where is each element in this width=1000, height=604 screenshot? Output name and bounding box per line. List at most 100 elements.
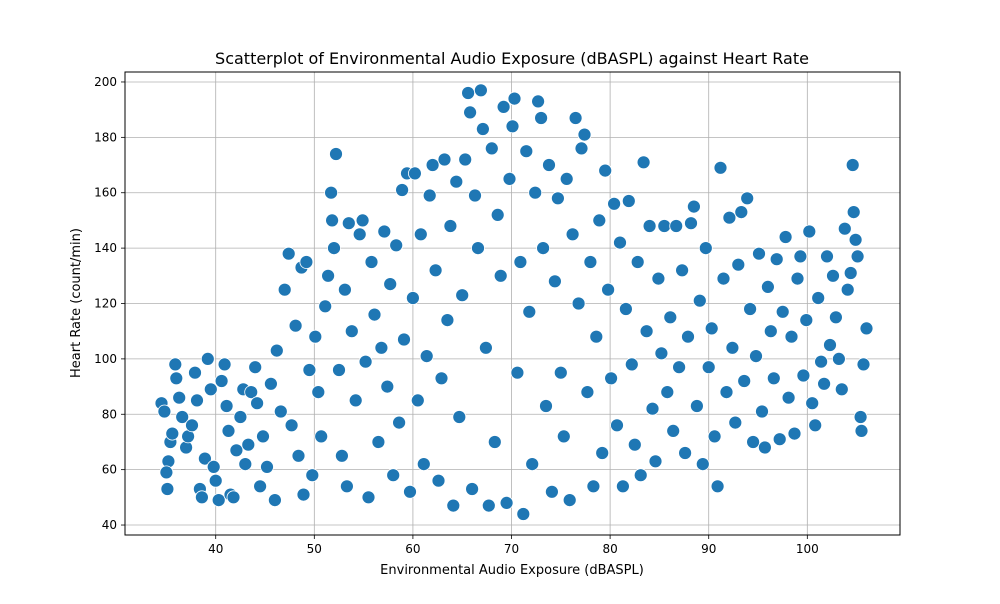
- scatter-point: [539, 399, 553, 413]
- scatter-point: [536, 241, 550, 256]
- scatter-point: [413, 227, 428, 242]
- scatter-point: [449, 174, 464, 189]
- y-tick-label: 180: [94, 130, 117, 144]
- scatter-point: [263, 376, 278, 391]
- scatter-point: [848, 232, 863, 247]
- scatter-point: [367, 307, 382, 322]
- scatter-point: [253, 479, 268, 494]
- scatter-point: [188, 365, 202, 380]
- scatter-point: [334, 448, 349, 463]
- scatter-point: [580, 385, 595, 400]
- scatter-point: [666, 423, 681, 438]
- scatter-point: [496, 100, 511, 114]
- scatter-point: [321, 268, 336, 283]
- scatter-point: [260, 459, 274, 474]
- x-tick-label: 100: [796, 542, 819, 556]
- scatter-point: [522, 304, 537, 319]
- scatter-point: [355, 213, 370, 228]
- scatter-point: [725, 340, 740, 355]
- scatter-point: [241, 437, 256, 452]
- x-tick-label: 70: [504, 542, 519, 556]
- scatter-point: [329, 147, 343, 161]
- scatter-point: [648, 454, 663, 469]
- scatter-point: [386, 468, 401, 483]
- scatter-point: [645, 401, 660, 416]
- scatter-point: [160, 482, 175, 496]
- scatter-point: [752, 246, 766, 261]
- scatter-point: [200, 351, 215, 366]
- scatter-point: [219, 399, 234, 413]
- scatter-point: [361, 490, 376, 505]
- y-tick-label: 80: [102, 407, 117, 421]
- scatter-point: [314, 429, 329, 444]
- scatter-point: [168, 357, 183, 372]
- scatter-point: [790, 271, 805, 286]
- scatter-point: [425, 158, 440, 172]
- scatter-point: [716, 271, 731, 286]
- scatter-point: [507, 91, 522, 106]
- scatter-point: [428, 263, 443, 278]
- scatter-point: [374, 340, 389, 355]
- y-tick-label: 140: [94, 241, 117, 255]
- scatter-point: [461, 86, 476, 100]
- scatter-point: [358, 354, 373, 369]
- scatter-point: [468, 188, 482, 203]
- scatter-point: [784, 329, 799, 344]
- y-axis-label: Heart Rate (count/min): [69, 228, 84, 378]
- scatter-point: [380, 379, 395, 394]
- scatter-point: [516, 507, 531, 521]
- scatter-point: [707, 429, 722, 444]
- scatter-point: [185, 418, 199, 433]
- scatter-point: [281, 246, 296, 261]
- scatter-point: [383, 277, 398, 292]
- scatter-point: [267, 493, 282, 508]
- scatter-point: [403, 484, 417, 499]
- y-tick-label: 160: [94, 186, 117, 200]
- points: [154, 83, 874, 521]
- x-tick-label: 50: [307, 542, 322, 556]
- scatter-point: [318, 299, 333, 314]
- y-tick-label: 200: [94, 75, 117, 89]
- scatter-point: [197, 451, 212, 466]
- scatter-point: [805, 396, 820, 411]
- scatter-point: [214, 374, 229, 388]
- scatter-point: [763, 324, 778, 339]
- scatter-point: [758, 440, 772, 455]
- scatter-point: [787, 426, 802, 441]
- scatter-point: [850, 249, 865, 264]
- scatter-point: [710, 479, 725, 494]
- scatter-point: [854, 423, 869, 438]
- scatter-point: [749, 349, 763, 364]
- scatter-point: [305, 468, 320, 483]
- scatter-point: [775, 304, 790, 319]
- scatter-point: [194, 490, 209, 505]
- scatter-point: [510, 365, 525, 380]
- scatter-point: [371, 435, 386, 449]
- scatter-point: [250, 396, 265, 411]
- scatter-point: [624, 357, 639, 372]
- scatter-point: [808, 418, 823, 433]
- scatter-point: [657, 219, 672, 233]
- scatter-point: [731, 257, 746, 272]
- scatter-point: [169, 371, 184, 386]
- scatter-point: [364, 255, 379, 269]
- scatter-point: [704, 321, 719, 336]
- scatter-point: [389, 238, 404, 253]
- scatter-point: [695, 457, 710, 472]
- scatter-point: [562, 493, 577, 508]
- scatter-point: [769, 252, 784, 267]
- scatter-point: [505, 119, 520, 134]
- scatter-point: [159, 465, 174, 480]
- scatter-point: [568, 111, 583, 125]
- scatter-point: [737, 374, 752, 388]
- scatter-point: [545, 484, 559, 499]
- scatter-point: [616, 479, 630, 494]
- scatter-point: [311, 385, 326, 400]
- scatter-point: [175, 410, 190, 424]
- x-axis-label: Environmental Audio Exposure (dBASPL): [380, 563, 644, 578]
- scatter-point: [592, 213, 607, 228]
- scatter-point: [571, 296, 586, 311]
- scatter-point: [853, 410, 868, 424]
- scatter-point: [766, 371, 781, 386]
